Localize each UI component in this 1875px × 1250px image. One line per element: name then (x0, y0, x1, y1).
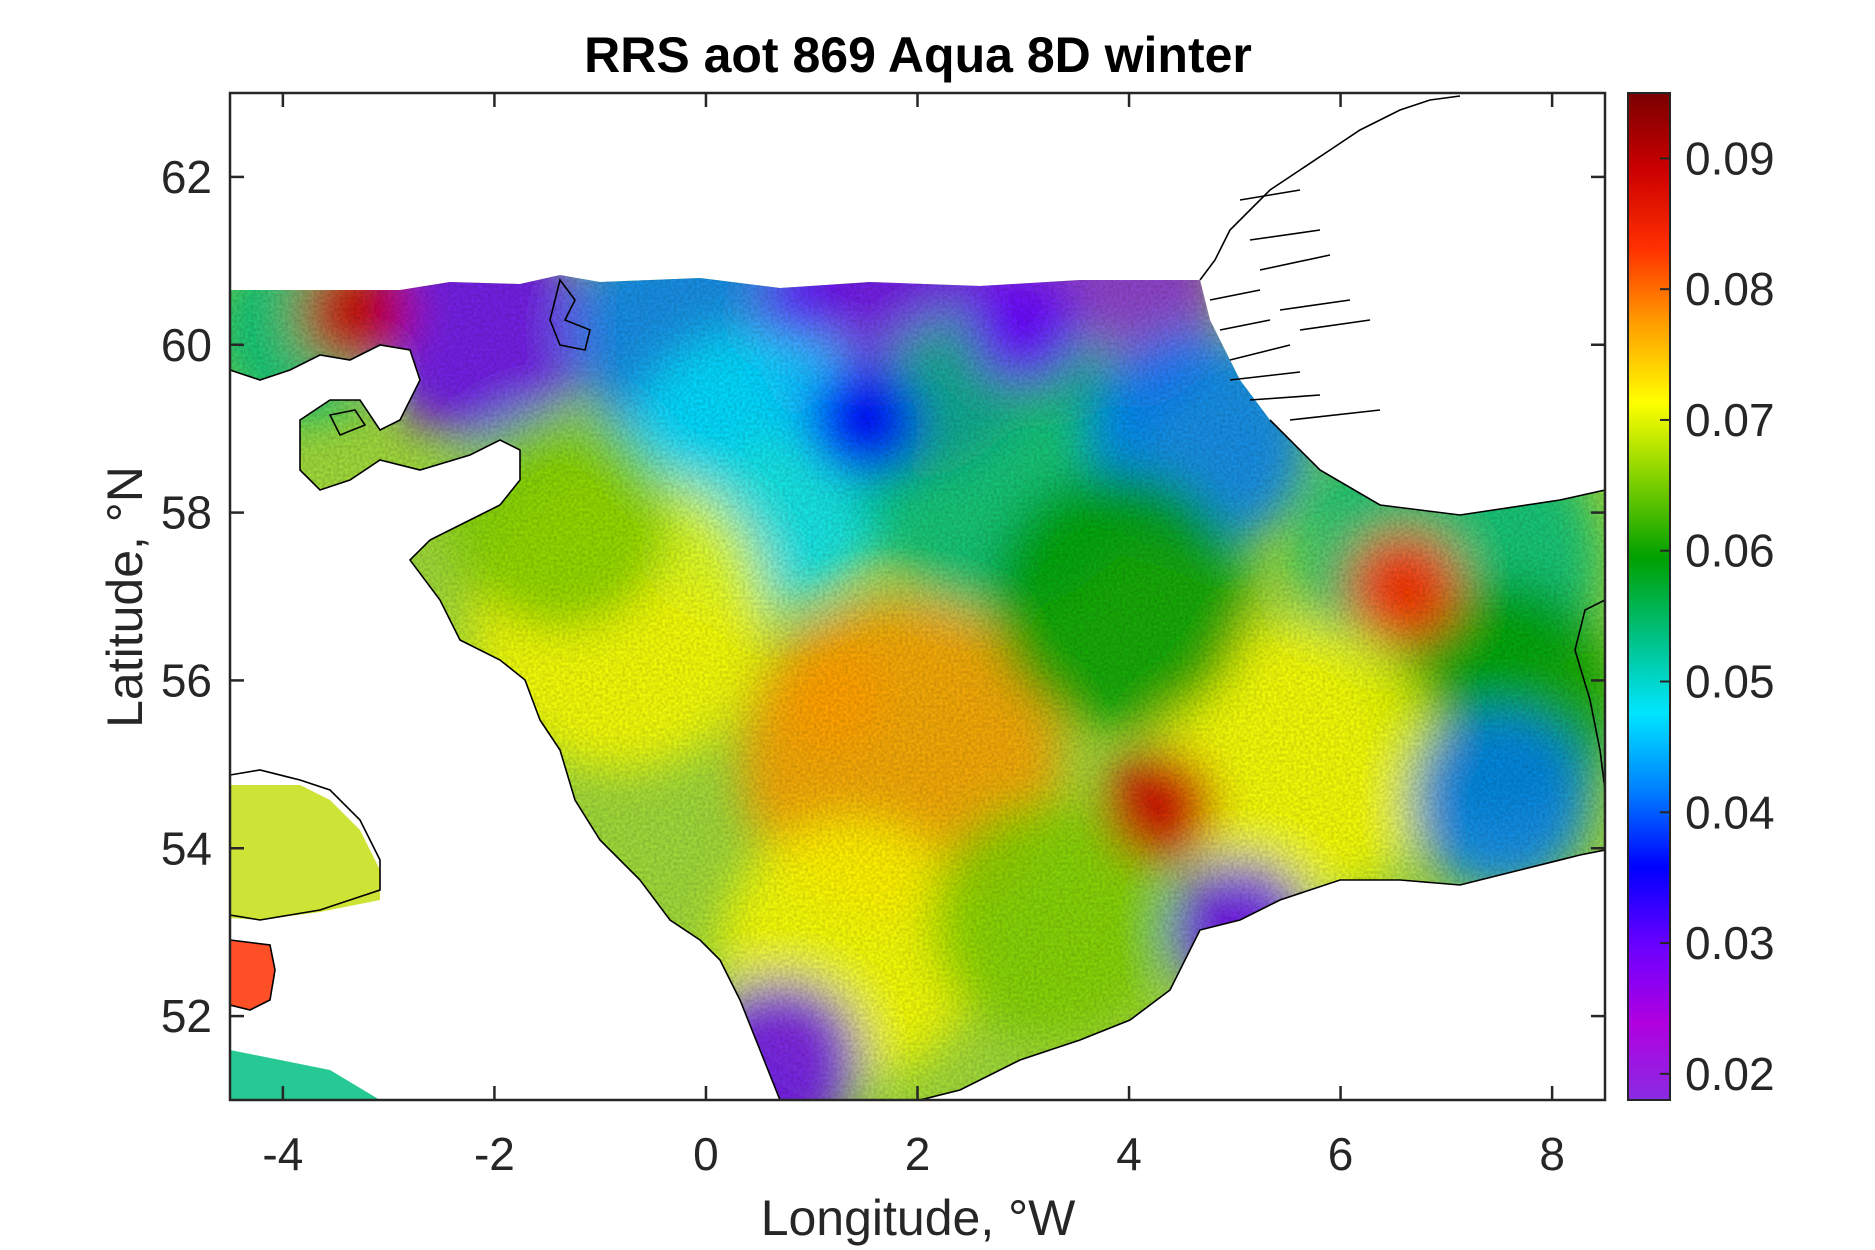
x-tick-label: 0 (693, 1128, 719, 1180)
y-axis-label: Latitude, °N (97, 466, 153, 728)
norway-coast (1199, 95, 1461, 281)
shetland-coast (549, 278, 591, 351)
x-tick-label: 8 (1539, 1128, 1565, 1180)
colorbar-tick-label: 0.05 (1685, 656, 1775, 708)
y-tick-label: 62 (161, 151, 212, 203)
colorbar-tick-label: 0.09 (1685, 132, 1775, 184)
colorbar-ticks: 0.02 0.03 0.04 0.05 0.06 0.07 0.08 0.09 (1660, 132, 1775, 1100)
y-tick-label: 60 (161, 319, 212, 371)
y-tick-label: 56 (161, 654, 212, 706)
great-britain-coast (230, 344, 781, 1100)
denmark-coast (1574, 599, 1605, 791)
colorbar-tick-label: 0.06 (1685, 525, 1775, 577)
y-tick-label: 58 (161, 487, 212, 539)
continental-coast (919, 849, 1605, 1100)
colorbar-tick-label: 0.03 (1685, 917, 1775, 969)
colorbar (1627, 92, 1671, 1101)
x-tick-label: 2 (905, 1128, 931, 1180)
ireland-coast (230, 769, 381, 921)
colorbar-tick-label: 0.07 (1685, 394, 1775, 446)
x-tick-label: -2 (474, 1128, 515, 1180)
colorbar-tick-label: 0.08 (1685, 263, 1775, 315)
y-tick-label: 52 (161, 990, 212, 1042)
y-tick-label: 54 (161, 822, 212, 874)
x-axis-label: Longitude, °W (761, 1190, 1076, 1246)
wales-coast (230, 939, 276, 1011)
skagerrak-coast (1269, 419, 1605, 516)
fjords (1209, 189, 1381, 421)
aot-field-west (230, 785, 380, 1100)
x-tick-label: 6 (1328, 1128, 1354, 1180)
x-tick-label: 4 (1116, 1128, 1142, 1180)
coastlines (230, 95, 1605, 1100)
y-axis: 52 54 56 58 60 62 (161, 151, 1605, 1042)
x-axis: -4 -2 0 2 4 6 8 (262, 93, 1565, 1180)
chart-title: RRS aot 869 Aqua 8D winter (584, 27, 1252, 83)
x-tick-label: -4 (262, 1128, 303, 1180)
colorbar-tick-label: 0.04 (1685, 786, 1775, 838)
orkney-coast (328, 409, 367, 437)
colorbar-tick-label: 0.02 (1685, 1048, 1775, 1100)
